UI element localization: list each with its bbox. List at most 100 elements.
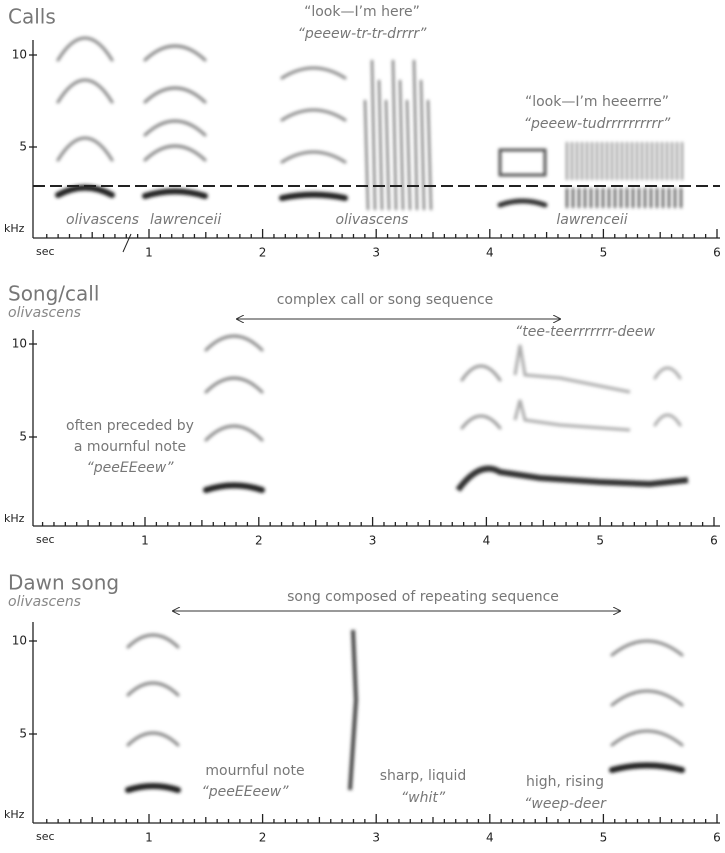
x-tick-label: 2	[259, 246, 267, 260]
x-tick-label: 2	[255, 534, 263, 548]
x-unit: sec	[36, 830, 55, 843]
spectrogram-trace	[392, 59, 397, 211]
spectrogram-trace	[513, 399, 631, 432]
y-unit: kHz	[4, 512, 25, 525]
spectrogram-trace	[498, 148, 547, 177]
span-label: song composed of repeating sequence	[287, 589, 559, 605]
x-tick-label: 1	[145, 246, 153, 260]
x-tick-label: 3	[369, 534, 377, 548]
spectrogram-trace	[371, 59, 376, 211]
spectrogram-trace	[204, 334, 264, 352]
x-tick-label: 5	[596, 534, 604, 548]
spectrogram-trace	[56, 136, 114, 162]
spectrogram-trace	[609, 762, 685, 773]
x-tick-label: 6	[710, 534, 718, 548]
spectrogram-trace	[143, 119, 207, 137]
annotation: high, rising	[526, 774, 604, 790]
spectrogram-trace	[55, 184, 115, 198]
spectrogram-trace	[460, 414, 502, 430]
spectrogram-trace	[385, 99, 390, 211]
annotation: “peeew-tr-tr-drrrr”	[298, 26, 427, 42]
x-unit: sec	[36, 533, 55, 546]
species-label: olivascens	[336, 212, 409, 228]
species-label: olivascens	[66, 212, 139, 228]
spectrogram-trace	[653, 413, 682, 427]
spectrogram-trace	[420, 79, 425, 211]
spectrograms	[55, 36, 689, 793]
annotation: mournful note	[205, 763, 304, 779]
spectrogram-trace	[413, 59, 418, 211]
panel-title: Song/call	[8, 282, 99, 306]
annotation: “peeEEeew”	[87, 460, 175, 476]
x-tick-label: 4	[486, 831, 494, 845]
axis-break	[122, 233, 132, 253]
annotation: “tee-teerrrrrrr-deew	[515, 324, 655, 340]
x-tick-label: 4	[483, 534, 491, 548]
x-tick-label: 3	[372, 246, 380, 260]
spectrogram-trace	[143, 86, 207, 104]
annotation: a mournful note	[74, 439, 186, 455]
panel-subtitle: olivascens	[8, 305, 81, 321]
spectrogram-trace	[513, 344, 631, 394]
x-unit: sec	[36, 245, 55, 258]
spectrogram-trace	[497, 198, 548, 208]
spectrogram-trace	[378, 79, 383, 211]
spectrogram-trace	[280, 108, 347, 122]
annotation: sharp, liquid	[380, 768, 467, 784]
spectrogram-trace	[610, 729, 684, 747]
spectrogram-trace	[204, 376, 264, 394]
x-tick-label: 2	[259, 831, 267, 845]
x-tick-label: 1	[145, 831, 153, 845]
spectrogram-trace	[56, 36, 114, 62]
spectrogram-trace	[427, 99, 432, 211]
x-tick-label: 1	[141, 534, 149, 548]
spectrogram-trace	[610, 639, 684, 657]
annotation: “look—I’m here”	[304, 4, 420, 20]
panel-title: Dawn song	[8, 571, 119, 595]
x-tick-label: 6	[713, 246, 721, 260]
spectrogram-trace	[364, 99, 369, 211]
annotation: “weep-deer	[524, 796, 607, 812]
x-tick-label: 6	[713, 831, 721, 845]
x-tick-label: 3	[372, 831, 380, 845]
x-tick-label: 5	[600, 246, 608, 260]
spectrogram-trace	[126, 681, 180, 697]
y-tick-label: 10	[12, 48, 27, 62]
spectrogram-trace	[279, 191, 348, 201]
spectrogram-trace	[126, 731, 180, 747]
spectrogram-trace	[280, 66, 347, 80]
spectrogram-trace	[143, 144, 207, 162]
y-unit: kHz	[4, 808, 25, 821]
spectrogram-trace	[399, 79, 404, 211]
y-tick-label: 10	[12, 337, 27, 351]
spectrogram-trace	[653, 366, 682, 380]
spectrogram-trace	[348, 629, 359, 791]
span-label: complex call or song sequence	[277, 292, 494, 308]
spectrogram-trace	[142, 188, 208, 199]
spectrogram-trace	[125, 783, 181, 793]
y-tick-label: 10	[12, 634, 27, 648]
annotation: “whit”	[401, 790, 446, 806]
annotation: “peeEEeew”	[202, 784, 290, 800]
spectrogram-trace	[455, 465, 689, 492]
y-tick-label: 5	[19, 430, 27, 444]
annotation: “look—I’m heeerrre”	[525, 94, 669, 110]
x-tick-label: 5	[600, 831, 608, 845]
annotation: often preceded by	[66, 418, 194, 434]
panel-subtitle: olivascens	[8, 594, 81, 610]
y-tick-label: 5	[19, 727, 27, 741]
species-label: lawrenceii	[556, 212, 627, 228]
species-label: lawrenceii	[150, 212, 221, 228]
spectrogram-trace	[280, 150, 347, 164]
spectrogram-trace	[203, 482, 265, 493]
x-tick-label: 4	[486, 246, 494, 260]
y-unit: kHz	[4, 222, 25, 235]
spectrogram-trace	[406, 99, 411, 211]
spectrogram-trace	[126, 633, 180, 649]
spectrogram-trace	[143, 44, 207, 62]
spectrogram-trace	[460, 364, 502, 382]
annotation: “peeew-tudrrrrrrrrrr”	[524, 116, 671, 132]
panel-title: Calls	[8, 5, 56, 29]
spectrogram-trace	[204, 424, 264, 442]
